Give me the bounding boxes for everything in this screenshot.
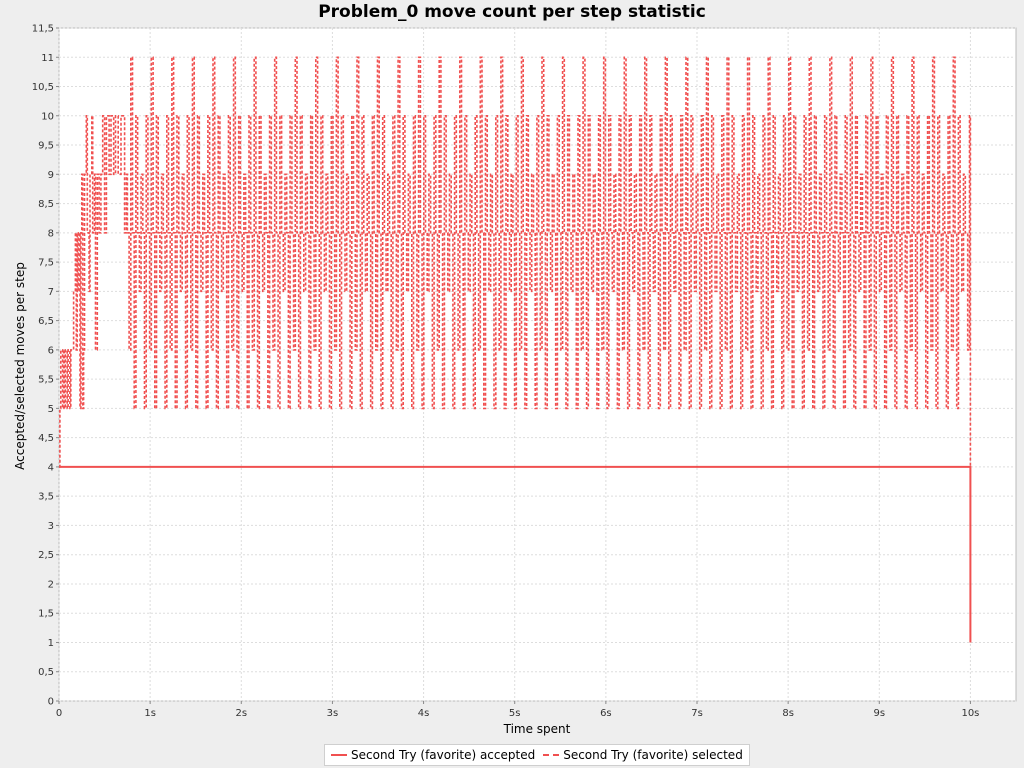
y-tick-label: 0	[48, 697, 54, 708]
y-tick-label: 9,5	[38, 141, 54, 152]
y-tick-label: 4	[48, 462, 54, 473]
y-tick-label: 8,5	[38, 199, 54, 210]
x-tick-label: 4s	[418, 708, 430, 719]
x-tick-label: 8s	[782, 708, 794, 719]
legend-label-selected: Second Try (favorite) selected	[563, 748, 743, 762]
y-tick-label: 7,5	[38, 258, 54, 269]
chart-title: Problem_0 move count per step statistic	[318, 2, 706, 22]
y-tick-label: 3	[48, 521, 54, 532]
y-tick-label: 7	[48, 287, 54, 298]
y-tick-label: 9	[48, 170, 54, 181]
legend-swatch-accepted	[331, 754, 347, 756]
y-tick-label: 10	[41, 111, 54, 122]
x-tick-label: 0	[56, 708, 62, 719]
y-tick-label: 3,5	[38, 492, 54, 503]
y-tick-label: 1	[48, 638, 54, 649]
legend: Second Try (favorite) accepted Second Tr…	[324, 744, 750, 766]
y-tick-label: 1,5	[38, 609, 54, 620]
legend-item-selected: Second Try (favorite) selected	[543, 748, 743, 762]
y-tick-label: 11	[41, 53, 54, 64]
x-tick-label: 9s	[873, 708, 885, 719]
x-tick-label: 10s	[961, 708, 979, 719]
y-tick-label: 2,5	[38, 550, 54, 561]
y-tick-label: 0,5	[38, 667, 54, 678]
y-tick-label: 10,5	[32, 82, 54, 93]
y-tick-label: 11,5	[32, 24, 54, 35]
x-tick-label: 5s	[509, 708, 521, 719]
axis-layer: 00,511,522,533,544,555,566,577,588,599,5…	[32, 24, 980, 720]
y-axis-label: Accepted/selected moves per step	[13, 262, 27, 470]
y-tick-label: 5,5	[38, 375, 54, 386]
x-tick-label: 3s	[327, 708, 339, 719]
y-tick-label: 2	[48, 579, 54, 590]
x-axis-label: Time spent	[503, 722, 571, 736]
legend-label-accepted: Second Try (favorite) accepted	[351, 748, 536, 762]
y-tick-label: 5	[48, 404, 54, 415]
y-tick-label: 6,5	[38, 316, 54, 327]
legend-item-accepted: Second Try (favorite) accepted	[331, 748, 535, 762]
x-tick-label: 6s	[600, 708, 612, 719]
series-selected-line	[59, 56, 972, 468]
x-tick-label: 2s	[235, 708, 247, 719]
y-tick-label: 6	[48, 345, 54, 356]
y-tick-label: 8	[48, 228, 54, 239]
series-layer	[59, 56, 972, 643]
x-tick-label: 7s	[691, 708, 703, 719]
series-accepted-line	[59, 465, 972, 643]
y-tick-label: 4,5	[38, 433, 54, 444]
x-tick-label: 1s	[144, 708, 156, 719]
legend-swatch-selected	[543, 754, 560, 756]
